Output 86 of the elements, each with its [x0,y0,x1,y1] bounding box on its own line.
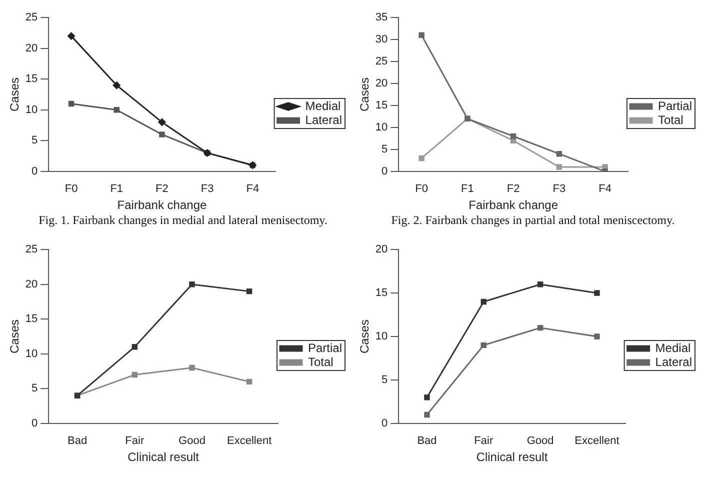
y-tick-label: 0 [32,165,38,178]
legend-label: Partial [308,340,342,355]
point [480,298,487,305]
point [594,290,600,296]
y-tick-label: 5 [32,382,38,395]
x-tick-label: F2 [156,183,168,196]
y-tick-label: 20 [25,278,38,290]
y-tick-label: 15 [25,73,38,86]
y-axis-title: Cases [8,77,22,112]
y-tick-label: 10 [375,330,388,343]
caption: Fig. 1. Fairbank changes in medial and lateral menisectomy. [38,213,328,228]
x-tick-label: F3 [552,183,566,196]
point [158,118,166,126]
y-tick-label: 15 [375,287,388,300]
y-tick-label: 20 [375,244,388,256]
point [114,107,120,113]
y-tick-label: 15 [25,313,38,326]
x-tick-label: F0 [415,183,428,196]
x-axis-title: Clinical result [476,450,548,464]
y-tick-label: 10 [25,104,38,116]
x-tick-label: F4 [598,183,612,196]
point [424,394,430,400]
y-tick-label: 0 [382,417,388,430]
point [480,342,487,348]
point [132,344,138,350]
y-tick-label: 0 [382,165,388,178]
y-tick-label: 20 [375,78,388,90]
y-tick-label: 5 [382,374,388,386]
x-tick-label: Fair [125,435,144,448]
point [112,82,120,90]
y-tick-label: 25 [25,12,38,24]
y-tick-label: 35 [375,12,388,24]
point [510,133,516,140]
x-tick-label: F3 [200,183,214,196]
y-tick-label: 10 [375,121,388,134]
point [246,288,252,294]
y-tick-label: 10 [25,348,38,360]
point [132,372,138,378]
x-axis-title: Fairbank change [117,198,207,212]
x-tick-label: Excellent [226,435,272,448]
y-axis-title: Cases [8,319,22,354]
legend-label: Medial [655,340,691,355]
point [246,378,252,385]
point [424,412,430,418]
legend-label: Partial [658,98,692,113]
x-tick-label: F1 [110,183,124,196]
x-tick-label: Good [178,435,206,448]
legend-label: Lateral [305,112,342,127]
y-tick-label: 15 [375,100,388,112]
legend-label: Medial [305,98,341,113]
x-axis-title: Clinical result [128,450,200,464]
point [594,334,600,340]
caption: Fig. 2. Fairbank changes in partial and total meniscectomy. [390,213,676,228]
x-tick-label: Bad [417,435,437,448]
x-axis-title: Fairbank change [468,198,558,212]
point [418,32,424,38]
x-tick-label: F2 [506,183,520,196]
point [159,132,165,138]
y-tick-label: 0 [32,417,38,430]
legend-label: Lateral [655,354,692,369]
point [189,364,195,371]
point [68,100,74,107]
point [68,32,76,40]
legend-label: Total [658,112,684,127]
x-tick-label: F4 [246,183,260,196]
y-tick-label: 5 [32,134,38,147]
y-tick-label: 25 [375,56,388,68]
x-tick-label: Bad [68,435,88,448]
point [556,164,562,170]
point [189,281,195,288]
point [537,281,544,288]
x-tick-label: Good [526,435,554,448]
y-tick-label: 25 [25,244,38,256]
point [418,155,424,162]
y-tick-label: 30 [375,34,388,46]
point [556,150,562,157]
y-tick-label: 20 [25,42,38,54]
x-tick-label: F1 [461,183,474,196]
legend-label: Total [308,354,334,369]
x-tick-label: Fair [474,435,494,448]
y-tick-label: 5 [382,143,388,156]
x-tick-label: F0 [64,183,78,196]
point [537,324,544,331]
y-axis-title: Cases [358,77,372,112]
x-tick-label: Excellent [574,435,620,448]
y-axis-title: Cases [358,319,372,354]
